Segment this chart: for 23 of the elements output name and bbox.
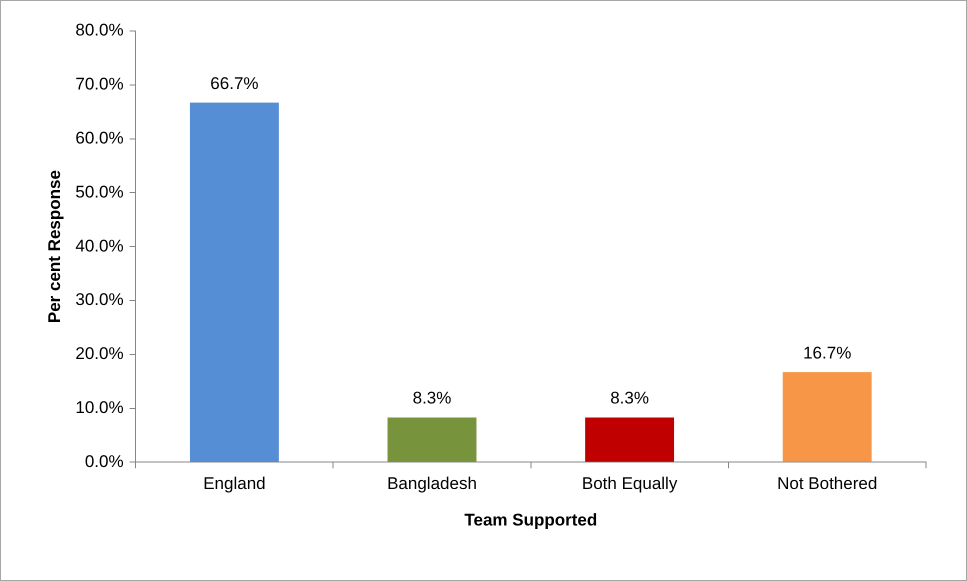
data-label: 8.3% [412, 388, 452, 408]
y-tick-label: 0.0% [84, 452, 124, 471]
data-label: 66.7% [210, 74, 259, 93]
y-tick-label: 50.0% [75, 182, 124, 202]
y-tick-label: 70.0% [75, 74, 124, 94]
y-tick-label: 10.0% [75, 398, 124, 417]
x-axis-title: Team Supported [464, 510, 598, 530]
bar [388, 417, 476, 462]
x-tick-label: England [203, 474, 266, 494]
bar [782, 372, 872, 462]
y-tick-label: 30.0% [75, 290, 124, 310]
bar [190, 102, 279, 462]
x-tick-label: Not Bothered [777, 474, 878, 494]
data-label: 16.7% [803, 343, 852, 362]
y-tick-label: 80.0% [75, 20, 124, 40]
y-tick-label: 40.0% [75, 236, 124, 256]
x-tick-label: Both Equally [582, 474, 678, 494]
x-tick-label: Bangladesh [387, 474, 477, 494]
data-label: 8.3% [610, 388, 649, 408]
bar [585, 417, 674, 462]
y-tick-label: 20.0% [75, 344, 124, 364]
y-tick-label: 60.0% [75, 128, 124, 148]
y-axis-title: Per cent Response [44, 170, 64, 324]
